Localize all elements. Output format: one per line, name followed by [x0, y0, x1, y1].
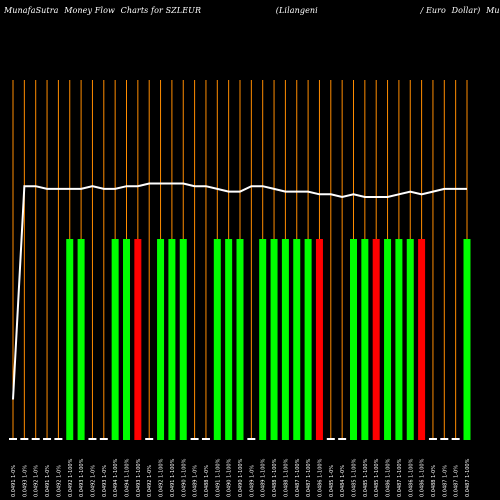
green-flow-bar [77, 239, 85, 440]
neutral-flow-bar [247, 438, 256, 440]
neutral-flow-bar [201, 438, 210, 440]
neutral-flow-bar [428, 438, 437, 440]
x-tick-label: 0.0487 1-100% [465, 458, 471, 497]
title-part: MunafaSutra.com [486, 6, 500, 15]
x-tick-label: 0.0486 1-100% [408, 458, 414, 497]
green-flow-bar [66, 239, 74, 440]
green-flow-bar [270, 239, 278, 440]
x-tick-label: 0.0485 1-100% [363, 458, 369, 497]
x-tick-label: 0.0484 1-0% [340, 465, 346, 497]
green-flow-bar [168, 239, 176, 440]
x-tick-label: 0.0492 1-100% [159, 458, 165, 497]
x-tick-label: 0.0490 1-100% [181, 458, 187, 497]
title-part: / Euro [420, 6, 446, 15]
x-tick-label: 0.0489 1-100% [261, 458, 267, 497]
green-flow-bar [213, 239, 221, 440]
x-tick-label: 0.0493 1-0% [22, 465, 28, 497]
green-flow-bar [179, 239, 187, 440]
chart-title: MunafaSutra Money Flow Charts for SZLEUR… [4, 6, 500, 15]
x-tick-label: 0.0488 1-0% [431, 465, 437, 497]
x-tick-label: 0.0487 1-100% [397, 458, 403, 497]
title-part: MunafaSutra [4, 6, 59, 15]
x-tick-label: 0.0492 1-0% [34, 465, 40, 497]
x-tick-label: 0.0491 1-0% [11, 465, 17, 497]
title-part: Money Flow [64, 6, 115, 15]
x-tick-label: 0.0489 1-0% [193, 465, 199, 497]
neutral-flow-bar [451, 438, 460, 440]
red-flow-bar [134, 239, 142, 440]
x-tick-label: 0.0485 1-0% [329, 465, 335, 497]
price-line [12, 182, 467, 400]
x-tick-label: 0.0485 1-100% [374, 458, 380, 497]
green-flow-bar [304, 239, 312, 440]
x-tick-label: 0.0494 1-100% [113, 458, 119, 497]
x-tick-label: 0.0488 1-0% [204, 465, 210, 497]
x-tick-label: 0.0493 1-100% [136, 458, 142, 497]
neutral-flow-bar [440, 438, 449, 440]
green-flow-bar [259, 239, 267, 440]
title-part: (Lilangeni [275, 6, 318, 15]
x-tick-label: 0.0488 1-100% [272, 458, 278, 497]
x-tick-label: 0.0493 1-0% [102, 465, 108, 497]
green-flow-bar [384, 239, 392, 440]
green-flow-bar [225, 239, 233, 440]
x-tick-label: 0.0492 1-0% [147, 465, 153, 497]
x-tick-label: 0.0492 1-0% [56, 465, 62, 497]
title-part: Dollar) [451, 6, 481, 15]
red-flow-bar [315, 239, 323, 440]
green-flow-bar [123, 239, 130, 440]
x-tick-label: 0.0487 1-100% [295, 458, 301, 497]
x-tick-label: 0.0487 1-100% [306, 458, 312, 497]
x-tick-label: 0.0489 1-0% [249, 465, 255, 497]
x-tick-label: 0.0492 1-100% [68, 458, 74, 497]
neutral-flow-bar [145, 438, 154, 440]
x-tick-label: 0.0490 1-100% [227, 458, 233, 497]
green-flow-bar [361, 239, 369, 440]
neutral-flow-bar [326, 438, 335, 440]
green-flow-bar [463, 239, 471, 440]
x-tick-label: 0.0486 1-100% [386, 458, 392, 497]
neutral-flow-bar [88, 438, 97, 440]
neutral-flow-bar [31, 438, 40, 440]
x-tick-label: 0.0491 1-100% [170, 458, 176, 497]
x-tick-label: 0.0494 1-100% [125, 458, 131, 497]
x-tick-label: 0.0490 1-100% [238, 458, 244, 497]
green-flow-bar [236, 239, 244, 440]
x-tick-label: 0.0486 1-100% [420, 458, 426, 497]
green-flow-bar [293, 239, 301, 440]
neutral-flow-bar [338, 438, 347, 440]
green-flow-bar [395, 239, 403, 440]
x-tick-label: 0.0492 1-0% [90, 465, 96, 497]
x-tick-label: 0.0491 1-0% [45, 465, 51, 497]
red-flow-bar [372, 239, 380, 440]
neutral-flow-bar [190, 438, 199, 440]
green-flow-bar [350, 239, 357, 440]
neutral-flow-bar [43, 438, 52, 440]
x-tick-label: 0.0488 1-100% [283, 458, 289, 497]
title-part: Charts for SZLEUR [120, 6, 202, 15]
green-flow-bar [111, 239, 119, 440]
x-tick-label: 0.0487 1-0% [454, 465, 460, 497]
x-tick-label: 0.0491 1-100% [215, 458, 221, 497]
green-flow-bar [406, 239, 414, 440]
red-flow-bar [418, 239, 426, 440]
x-tick-label: 0.0485 1-100% [352, 458, 358, 497]
x-tick-label: 0.0487 1-0% [442, 465, 448, 497]
neutral-flow-bar [9, 438, 17, 440]
neutral-flow-bar [54, 438, 63, 440]
green-flow-bar [281, 239, 289, 440]
x-tick-label: 0.0486 1-100% [317, 458, 323, 497]
green-flow-bar [157, 239, 165, 440]
neutral-flow-bar [99, 438, 108, 440]
neutral-flow-bar [20, 438, 29, 440]
x-tick-label: 0.0493 1-100% [79, 458, 85, 497]
